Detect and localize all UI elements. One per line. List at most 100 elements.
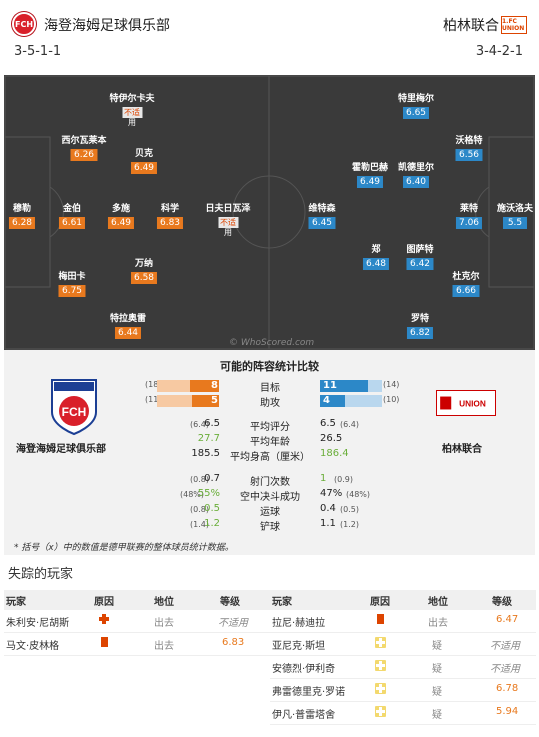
player-name[interactable]: 马文·皮林格: [6, 641, 60, 652]
home-missing-table: 玩家 原因 地位 等级 朱利安·尼胡斯 出去 不适用 马文·皮林格 出去 6.8…: [4, 590, 270, 656]
stat-label: 射门次数: [250, 477, 290, 488]
col-player[interactable]: 玩家: [6, 597, 26, 608]
player-rating: 6.58: [130, 272, 158, 284]
watermark: © WhoScored.com: [229, 338, 315, 348]
away-player[interactable]: 莱特 7.06: [455, 203, 483, 229]
player-name[interactable]: 弗雷德里克·罗诺: [272, 687, 346, 698]
home-formation: 3-5-1-1: [14, 44, 62, 59]
player-rating: 7.06: [455, 217, 483, 229]
player-name: 霍勒巴赫: [351, 163, 389, 173]
comparison-title: 可能的阵容统计比较: [220, 360, 319, 373]
away-player[interactable]: 特里梅尔 6.65: [398, 93, 434, 119]
away-player[interactable]: 郑 6.48: [362, 244, 390, 270]
player-name: 科学: [160, 204, 180, 214]
home-crest-icon[interactable]: FCH: [49, 378, 99, 436]
home-player[interactable]: 特伊尔卡夫 不适 用: [109, 93, 154, 128]
player-name: 贝克: [134, 149, 154, 159]
stat-label: 运球: [260, 507, 280, 518]
away-player[interactable]: 杜克尔 6.66: [452, 271, 480, 297]
away-value: 47%: [320, 488, 343, 499]
pitch-lines: [4, 75, 535, 350]
home-goals-fill: [190, 380, 219, 392]
col-position[interactable]: 地位: [154, 597, 174, 608]
home-player[interactable]: 西尔瓦莱本 6.26: [61, 135, 107, 161]
table-row[interactable]: 马文·皮林格 出去 6.83: [4, 633, 270, 656]
home-player[interactable]: 特拉奥雷 6.44: [110, 313, 146, 339]
home-value: 0.5: [204, 503, 220, 514]
home-player[interactable]: 万纳 6.58: [130, 258, 158, 284]
home-value: 27.7: [197, 433, 220, 444]
away-player[interactable]: 维特森 6.45: [308, 203, 336, 229]
home-team-name[interactable]: 海登海姆足球俱乐部: [44, 18, 170, 34]
player-name: 梅田卡: [58, 272, 86, 282]
away-player[interactable]: 图萨特 6.42: [406, 244, 434, 270]
away-player[interactable]: 霍勒巴赫 6.49: [352, 162, 388, 188]
home-player[interactable]: 多施 6.49: [107, 203, 135, 229]
match-header: FCH 海登海姆足球俱乐部 3-5-1-1 柏林联合 1.FC UNION 3-…: [0, 0, 539, 75]
player-rating: 6.75: [58, 285, 86, 297]
player-name: 施沃洛夫: [496, 204, 534, 214]
home-league-value: (18): [145, 380, 162, 389]
not-applicable-suffix: 用: [223, 228, 232, 237]
player-rating: 6.66: [452, 285, 480, 297]
home-player[interactable]: 梅田卡 6.75: [58, 271, 86, 297]
away-value: 6.5: [320, 418, 336, 429]
table-row[interactable]: 拉尼·赫迪拉 出去 6.47: [270, 610, 536, 633]
svg-text:FCH: FCH: [62, 405, 87, 419]
player-name: 穆勒: [12, 204, 32, 214]
table-row[interactable]: 亚尼克·斯坦 疑 不适用: [270, 633, 536, 656]
player-name: 特拉奥雷: [109, 314, 147, 324]
away-player[interactable]: 凯德里尔 6.40: [398, 162, 434, 188]
rating: 不适用: [218, 618, 248, 629]
rating: 不适用: [490, 664, 520, 675]
rating: 5.94: [496, 706, 519, 717]
away-value: 186.4: [320, 448, 349, 459]
home-goals-value: 8: [211, 380, 218, 391]
away-team-name[interactable]: 柏林联合: [443, 18, 499, 34]
home-player[interactable]: 穆勒 6.28: [8, 203, 36, 229]
not-applicable-badge: 不适: [121, 107, 142, 118]
home-league-value: (0.8): [190, 475, 209, 484]
stat-label: 平均身高（厘米）: [230, 452, 310, 463]
red-card-icon: [377, 614, 384, 627]
col-position[interactable]: 地位: [428, 597, 448, 608]
player-name: 凯德里尔: [397, 163, 435, 173]
player-name: 沃格特: [455, 136, 483, 146]
col-reason[interactable]: 原因: [370, 597, 390, 608]
player-name[interactable]: 安德烈·伊利奇: [272, 664, 336, 675]
player-name: 罗特: [410, 314, 430, 324]
col-reason[interactable]: 原因: [94, 597, 114, 608]
table-row[interactable]: 伊凡·普雷塔舍 疑 5.94: [270, 702, 536, 725]
red-card-icon: [101, 637, 108, 650]
status: 出去: [154, 641, 174, 652]
away-league-value: (48%): [346, 490, 371, 499]
away-player[interactable]: 施沃洛夫 5.5: [497, 203, 533, 229]
home-league-value: (0.8): [190, 505, 209, 514]
away-league-value: (10): [383, 395, 400, 404]
away-player[interactable]: 沃格特 6.56: [455, 135, 483, 161]
col-rating[interactable]: 等级: [220, 597, 240, 608]
away-goals-fill: [320, 380, 368, 392]
col-rating[interactable]: 等级: [492, 597, 512, 608]
col-player[interactable]: 玩家: [272, 597, 292, 608]
home-player[interactable]: 贝克 6.49: [130, 148, 158, 174]
away-value: 1.1: [320, 518, 336, 529]
player-rating: 6.82: [406, 327, 434, 339]
rating: 6.78: [496, 683, 519, 694]
away-goals-value: 11: [323, 380, 337, 391]
player-name[interactable]: 伊凡·普雷塔舍: [272, 710, 336, 721]
home-crest-icon[interactable]: FCH: [12, 12, 36, 36]
home-player[interactable]: 日夫日瓦泽 不适 用: [205, 203, 250, 238]
away-crest-icon[interactable]: 1.FC UNION: [501, 16, 527, 34]
home-player[interactable]: 金伯 6.61: [58, 203, 86, 229]
player-name[interactable]: 拉尼·赫迪拉: [272, 618, 326, 629]
table-row[interactable]: 弗雷德里克·罗诺 疑 6.78: [270, 679, 536, 702]
player-name[interactable]: 朱利安·尼胡斯: [6, 618, 70, 629]
away-player[interactable]: 罗特 6.82: [406, 313, 434, 339]
table-row[interactable]: 朱利安·尼胡斯 出去 不适用: [4, 610, 270, 633]
player-name[interactable]: 亚尼克·斯坦: [272, 641, 326, 652]
table-row[interactable]: 安德烈·伊利奇 疑 不适用: [270, 656, 536, 679]
away-crest-icon[interactable]: UNION: [436, 390, 496, 416]
home-league-value: (11): [145, 395, 162, 404]
home-player[interactable]: 科学 6.83: [156, 203, 184, 229]
